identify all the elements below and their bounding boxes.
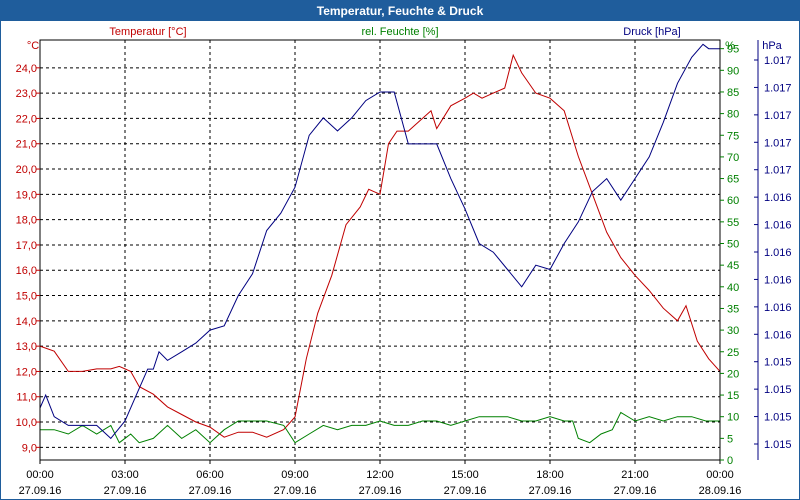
x-tick-time-label: 00:00: [26, 469, 54, 481]
temperature-tick-label: 13,0: [16, 341, 37, 353]
x-tick-time-label: 21:00: [621, 469, 649, 481]
humidity-tick-label: 30: [727, 325, 739, 337]
temperature-axis-title: Temperatur [°C]: [109, 26, 186, 38]
temperature-tick-label: 9,0: [22, 442, 37, 454]
x-tick-time-label: 00:00: [706, 469, 734, 481]
temperature-tick-label: 20,0: [16, 164, 37, 176]
x-tick-date-label: 27.09.16: [19, 485, 62, 497]
axes: 24,0 23,0 22,0 21,0 20,0 19,0 18,0 17,0 16,0 15,0…: [16, 39, 792, 497]
pressure-tick-label: 1.016: [764, 247, 792, 259]
x-tick-date-label: 27.09.16: [104, 485, 147, 497]
humidity-tick-label: 75: [727, 130, 739, 142]
humidity-tick-label: 5: [727, 433, 733, 445]
pressure-tick-label: 1.016: [764, 302, 792, 314]
temperature-tick-label: 14,0: [16, 316, 37, 328]
x-tick-time-label: 12:00: [366, 469, 394, 481]
pressure-tick-label: 1.017: [764, 55, 792, 67]
series-layer: [39, 43, 721, 444]
humidity-tick-label: 45: [727, 260, 739, 272]
x-tick-date-label: 27.09.16: [614, 485, 657, 497]
x-tick-date-label: 28.09.16: [699, 485, 742, 497]
humidity-axis-title: rel. Feuchte [%]: [361, 26, 438, 38]
pressure-axis-title: Druck [hPa]: [623, 26, 680, 38]
humidity-tick-label: 25: [727, 347, 739, 359]
humidity-tick-label: 35: [727, 303, 739, 315]
x-tick-time-label: 09:00: [281, 469, 309, 481]
pressure-series-line: [39, 43, 720, 440]
x-tick-time-label: 03:00: [111, 469, 139, 481]
humidity-tick-label: 65: [727, 174, 739, 186]
pressure-tick-label: 1.017: [764, 82, 792, 94]
temperature-tick-label: 17,0: [16, 240, 37, 252]
humidity-tick-label: 70: [727, 152, 739, 164]
pressure-tick-label: 1.017: [764, 110, 792, 122]
pressure-unit-label: hPa: [762, 40, 782, 52]
temperature-unit-label: °C: [27, 40, 39, 52]
pressure-tick-label: 1.015: [764, 412, 792, 424]
humidity-tick-label: 0: [727, 455, 733, 467]
x-tick-date-label: 27.09.16: [359, 485, 402, 497]
x-tick-date-label: 27.09.16: [274, 485, 317, 497]
humidity-tick-label: 60: [727, 195, 739, 207]
humidity-tick-label: 10: [727, 412, 739, 424]
pressure-tick-label: 1.017: [764, 165, 792, 177]
temperature-tick-label: 15,0: [16, 291, 37, 303]
humidity-tick-label: 40: [727, 282, 739, 294]
x-tick-time-label: 15:00: [451, 469, 479, 481]
humidity-tick-label: 90: [727, 65, 739, 77]
pressure-tick-label: 1.016: [764, 192, 792, 204]
x-tick-date-label: 27.09.16: [529, 485, 572, 497]
x-tick-time-label: 18:00: [536, 469, 564, 481]
temperature-series-line: [39, 53, 721, 438]
humidity-tick-label: 50: [727, 239, 739, 251]
humidity-tick-label: 55: [727, 217, 739, 229]
pressure-tick-label: 1.015: [764, 357, 792, 369]
pressure-tick-label: 1.015: [764, 384, 792, 396]
humidity-tick-label: 15: [727, 390, 739, 402]
temperature-tick-label: 21,0: [16, 139, 37, 151]
humidity-series-line: [40, 411, 720, 444]
x-tick-time-label: 06:00: [196, 469, 224, 481]
x-tick-date-label: 27.09.16: [444, 485, 487, 497]
chart-title: Temperatur, Feuchte & Druck: [1, 1, 799, 21]
temperature-tick-label: 24,0: [16, 63, 37, 75]
temperature-tick-label: 11,0: [16, 392, 37, 404]
pressure-tick-label: 1.016: [764, 220, 792, 232]
humidity-tick-label: 95: [727, 44, 739, 56]
humidity-unit-label: %: [725, 40, 735, 52]
temperature-tick-label: 18,0: [16, 215, 37, 227]
pressure-tick-label: 1.017: [764, 137, 792, 149]
temperature-tick-label: 19,0: [16, 189, 37, 201]
humidity-tick-label: 20: [727, 368, 739, 380]
temperature-tick-label: 12,0: [16, 366, 37, 378]
gridlines: [40, 40, 720, 460]
temperature-tick-label: 22,0: [16, 113, 37, 125]
temperature-tick-label: 10,0: [16, 417, 37, 429]
pressure-tick-label: 1.015: [764, 439, 792, 451]
temperature-tick-label: 23,0: [16, 88, 37, 100]
pressure-tick-label: 1.016: [764, 274, 792, 286]
temperature-tick-label: 16,0: [16, 265, 37, 277]
humidity-tick-label: 80: [727, 109, 739, 121]
humidity-tick-label: 85: [727, 87, 739, 99]
pressure-tick-label: 1.016: [764, 329, 792, 341]
x-tick-date-label: 27.09.16: [189, 485, 232, 497]
